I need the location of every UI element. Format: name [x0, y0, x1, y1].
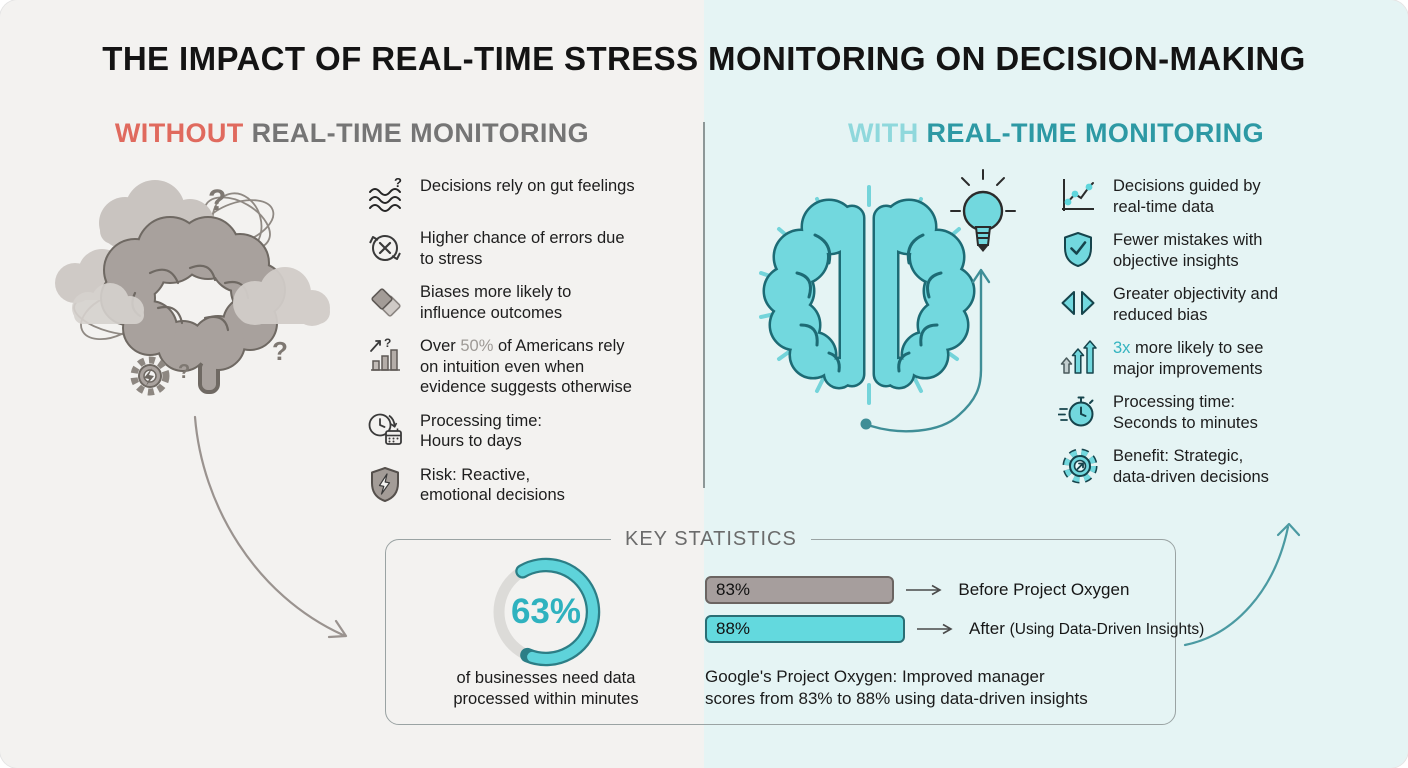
- list-item: Greater objectivity and reduced bias: [1058, 283, 1368, 325]
- bar-after-annotation: After (Using Data-Driven Insights): [969, 619, 1205, 638]
- item-text: 3x more likely to see major improvements: [1113, 339, 1264, 378]
- item-text: Benefit: Strategic, data-driven decision…: [1113, 447, 1269, 486]
- bar-after: 88%: [705, 615, 905, 643]
- clock-calendar-icon: [368, 413, 402, 445]
- question-mark-top: ?: [208, 184, 226, 217]
- list-item: Fewer mistakes with objective insights: [1058, 229, 1368, 271]
- shield-lightning-icon: [371, 466, 399, 502]
- insight-brain-illustration: [759, 169, 1016, 433]
- bar-before: 83%: [705, 576, 895, 604]
- item-text: Risk: Reactive, emotional decisions: [420, 465, 565, 505]
- stopwatch-icon: [1058, 396, 1094, 427]
- item-text: Fewer mistakes with objective insights: [1113, 231, 1263, 270]
- list-item: Higher chance of errors due to stress: [365, 227, 685, 269]
- heading-without-rest: REAL-TIME MONITORING: [243, 118, 590, 148]
- list-item: 3x more likely to see major improvements: [1058, 337, 1368, 379]
- donut-caption: of businesses need data processed within…: [453, 669, 639, 708]
- item-text: Decisions guided by real-time data: [1113, 177, 1261, 216]
- list-item: ? Decisions rely on gut feelings: [365, 175, 685, 215]
- bar-row-before: 83% Before Project Oxygen: [705, 576, 1204, 604]
- question-mark-near-gear: ?: [178, 361, 190, 383]
- bar-after-label: 88%: [716, 619, 751, 638]
- left-curved-arrow: [193, 415, 348, 639]
- bar-row-after: 88% After (Using Data-Driven Insights): [705, 615, 1204, 643]
- key-statistics-title: KEY STATISTICS: [625, 528, 797, 550]
- project-oxygen-caption: Google's Project Oxygen: Improved manage…: [705, 667, 1088, 708]
- stressed-brain-illustration: ? ? ?: [55, 180, 330, 396]
- heading-with-rest: REAL-TIME MONITORING: [918, 118, 1264, 148]
- svg-text:?: ?: [384, 336, 391, 350]
- arrow-right-icon: [906, 584, 943, 596]
- lightbulb-rays: [950, 169, 1016, 212]
- list-item: Processing time: Seconds to minutes: [1058, 391, 1368, 433]
- list-item: Risk: Reactive, emotional decisions: [365, 464, 685, 506]
- bar-before-label: 83%: [716, 580, 751, 599]
- lightbulb-icon: [950, 169, 1016, 252]
- center-divider-line: [703, 122, 705, 488]
- highlight-3x: 3x: [1113, 339, 1131, 357]
- shield-check-icon: [1064, 232, 1092, 267]
- item-text: Biases more likely to influence outcomes: [420, 283, 572, 322]
- intuition-bar-chart-icon: ?: [370, 336, 400, 371]
- gut-feeling-waves-icon: ?: [369, 175, 402, 212]
- realtime-data-chart-icon: [1062, 179, 1094, 211]
- without-monitoring-list: ? Decisions rely on gut feelings Higher …: [365, 175, 685, 506]
- list-item: ? Over 50% of Americans rely on intuitio…: [365, 335, 685, 398]
- storm-cloud-front-left: [72, 283, 144, 324]
- bias-diamonds-icon: [371, 288, 401, 317]
- item-text: Higher chance of errors due to stress: [420, 229, 625, 268]
- growth-arrows-icon: [1060, 340, 1097, 374]
- item-text: Over 50% of Americans rely on intuition …: [420, 337, 632, 396]
- item-text: Processing time: Seconds to minutes: [1113, 393, 1258, 432]
- heading-without-monitoring: WITHOUT REAL-TIME MONITORING: [0, 118, 704, 149]
- gear-arrow-icon: [1062, 448, 1098, 484]
- item-text: Decisions rely on gut feelings: [420, 177, 635, 195]
- bar-before-annotation: Before Project Oxygen: [958, 580, 1130, 599]
- donut-center-label: 63%: [510, 592, 582, 631]
- heading-with-accent: WITH: [848, 118, 919, 148]
- svg-text:?: ?: [394, 175, 402, 190]
- list-item: Processing time: Hours to days: [365, 410, 685, 452]
- page-title: THE IMPACT OF REAL-TIME STRESS MONITORIN…: [102, 40, 1306, 77]
- donut-chart: [486, 552, 606, 672]
- right-curved-arrow: [1183, 522, 1301, 647]
- question-mark-right: ?: [272, 336, 288, 366]
- key-statistics-box: KEY STATISTICS: [385, 528, 1176, 725]
- teal-brain: [762, 198, 973, 390]
- heading-with-monitoring: WITH REAL-TIME MONITORING: [704, 118, 1408, 149]
- list-item: Biases more likely to influence outcomes: [365, 281, 685, 323]
- highlight-50-percent: 50%: [460, 337, 494, 355]
- broken-gear-icon: [130, 356, 170, 396]
- list-item: Decisions guided by real-time data: [1058, 175, 1368, 217]
- list-item: Benefit: Strategic, data-driven decision…: [1058, 445, 1368, 487]
- idea-flow-arrow: [869, 268, 991, 433]
- storm-cloud-right: [233, 267, 330, 326]
- objectivity-triangles-icon: [1061, 291, 1095, 315]
- bar-chart: 83% Before Project Oxygen 88% After (Usi…: [705, 576, 1204, 643]
- idea-flow-dot: [860, 418, 872, 430]
- heading-without-accent: WITHOUT: [114, 118, 244, 148]
- item-text: Processing time: Hours to days: [420, 411, 542, 451]
- with-monitoring-list: Decisions guided by real-time data Fewer…: [1058, 175, 1368, 487]
- arrow-right-icon: [917, 623, 953, 635]
- error-cycle-icon: [369, 235, 401, 261]
- item-text: Greater objectivity and reduced bias: [1113, 285, 1279, 324]
